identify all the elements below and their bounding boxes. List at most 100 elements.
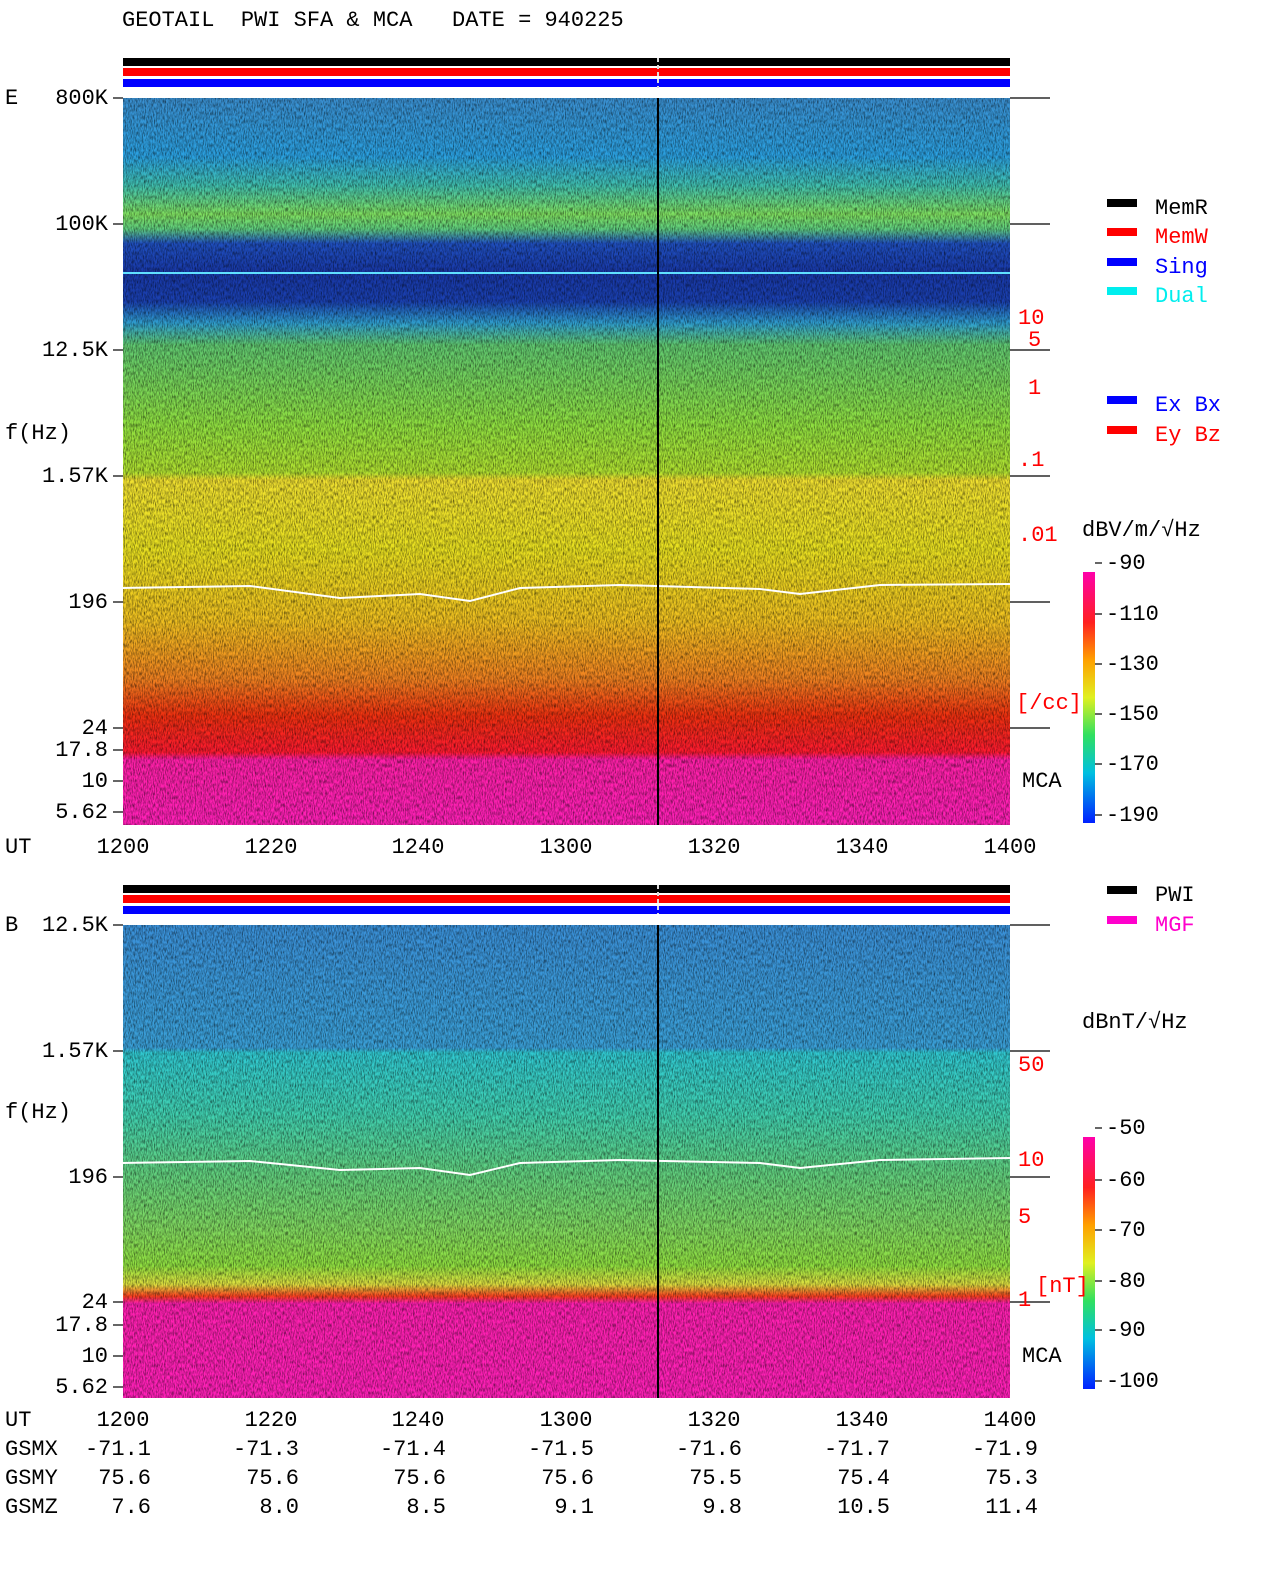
panel-label: B: [5, 913, 18, 938]
y-tick-label: 196: [68, 1165, 108, 1190]
ephemeris-value: 75.6: [393, 1466, 446, 1491]
y-tick-label: 100K: [55, 212, 109, 237]
ephemeris-value: 75.6: [541, 1466, 594, 1491]
legend-label: MemW: [1155, 225, 1209, 250]
y-tick-label: 17.8: [55, 1313, 108, 1338]
ephemeris-value: -71.9: [972, 1437, 1038, 1462]
legend-label: PWI: [1155, 883, 1195, 908]
legend-swatch: [1107, 426, 1137, 434]
colorbar-tick-label: -50: [1106, 1116, 1146, 1141]
x-tick-label: 1220: [245, 835, 298, 860]
legend-label: Sing: [1155, 255, 1208, 280]
x-tick-label: 1220: [245, 1408, 298, 1433]
y-tick-label: 10: [82, 1344, 108, 1369]
colorbar-tick-label: -170: [1106, 752, 1159, 777]
density-label: [nT]: [1036, 1274, 1089, 1299]
spectrogram-texture: [123, 98, 1010, 825]
ephemeris-value: 75.6: [98, 1466, 151, 1491]
ephemeris-label: GSMY: [5, 1466, 58, 1491]
y-tick-label: 24: [82, 716, 108, 741]
density-label: 10: [1018, 1148, 1044, 1173]
colorbar-tick-label: -90: [1106, 1318, 1146, 1343]
ephemeris-value: -71.3: [233, 1437, 299, 1462]
ephemeris-value: -71.5: [528, 1437, 594, 1462]
ephemeris-value: 75.5: [689, 1466, 742, 1491]
legend-label: Dual: [1155, 284, 1208, 309]
legend-swatch: [1107, 916, 1137, 924]
ephemeris-value: 7.6: [111, 1495, 151, 1520]
ephemeris-value: 10.5: [837, 1495, 890, 1520]
ephemeris-value: 8.0: [259, 1495, 299, 1520]
ephemeris-value: 11.4: [985, 1495, 1038, 1520]
x-tick-label: 1240: [392, 1408, 445, 1433]
ephemeris-value: 9.8: [702, 1495, 742, 1520]
colorbar-tick-label: -70: [1106, 1218, 1146, 1243]
legend-swatch: [1107, 258, 1137, 266]
trace: [122, 583, 1011, 603]
y-tick-label: 12.5K: [42, 913, 109, 938]
colorbar-tick-label: -110: [1106, 602, 1159, 627]
y-axis-label: f(Hz): [5, 1100, 71, 1125]
y-tick-label: 800K: [55, 86, 109, 111]
colorbar-tick-label: -90: [1106, 551, 1146, 576]
y-tick-label: 196: [68, 590, 108, 615]
colorbar-tick-label: -150: [1106, 702, 1159, 727]
x-tick-label: 1400: [984, 835, 1037, 860]
y-axis-label: f(Hz): [5, 421, 71, 446]
density-label: 50: [1018, 1053, 1044, 1078]
ephemeris-value: 75.4: [837, 1466, 890, 1491]
instrument-label: MCA: [1022, 1344, 1062, 1369]
legend-label: MemR: [1155, 196, 1208, 221]
ephemeris-value: -71.6: [676, 1437, 742, 1462]
ephemeris-value: 9.1: [554, 1495, 594, 1520]
ephemeris-label: GSMZ: [5, 1495, 58, 1520]
density-label: 1: [1018, 1288, 1031, 1313]
density-label: 5: [1018, 1205, 1031, 1230]
y-tick-label: 1.57K: [42, 1039, 109, 1064]
colorbar-tick-label: -190: [1106, 803, 1159, 828]
y-tick-label: 12.5K: [42, 338, 109, 363]
colorbar: [1083, 572, 1095, 823]
status-bar: [123, 906, 1010, 914]
y-tick-label: 1.57K: [42, 464, 109, 489]
y-tick-label: 10: [82, 769, 108, 794]
y-tick-label: 17.8: [55, 738, 108, 763]
y-tick-label: 24: [82, 1290, 108, 1315]
x-tick-label: 1300: [540, 835, 593, 860]
status-bar: [123, 79, 1010, 87]
x-tick-label: 1340: [836, 1408, 889, 1433]
colorbar-tick-label: -130: [1106, 652, 1159, 677]
x-axis-label: UT: [5, 1408, 31, 1433]
x-tick-label: 1400: [984, 1408, 1037, 1433]
colorbar: [1083, 1137, 1095, 1389]
status-bar: [123, 895, 1010, 903]
ephemeris-value: -71.4: [380, 1437, 446, 1462]
legend-label: Ey Bz: [1155, 423, 1221, 448]
y-tick-label: 5.62: [55, 1375, 108, 1400]
colorbar-unit: dBnT/√Hz: [1082, 1010, 1188, 1035]
x-axis-label: UT: [5, 835, 31, 860]
x-tick-label: 1200: [97, 1408, 150, 1433]
status-bar: [123, 58, 1010, 66]
ephemeris-value: -71.7: [824, 1437, 890, 1462]
ephemeris-label: GSMX: [5, 1437, 58, 1462]
instrument-label: MCA: [1022, 769, 1062, 794]
colorbar-tick-label: -80: [1106, 1269, 1146, 1294]
colorbar-unit: dBV/m/√Hz: [1082, 518, 1201, 543]
density-label: 5: [1028, 328, 1041, 353]
legend-swatch: [1107, 886, 1137, 894]
ephemeris-value: 75.3: [985, 1466, 1038, 1491]
trace: [122, 1157, 1011, 1177]
legend-swatch: [1107, 228, 1137, 236]
x-tick-label: 1320: [688, 835, 741, 860]
density-label: 10: [1018, 306, 1044, 331]
colorbar-tick-label: -60: [1106, 1168, 1146, 1193]
x-tick-label: 1300: [540, 1408, 593, 1433]
y-tick-label: 5.62: [55, 800, 108, 825]
legend-swatch: [1107, 396, 1137, 404]
status-bar: [123, 68, 1010, 76]
ephemeris-value: -71.1: [85, 1437, 151, 1462]
panel-label: E: [5, 86, 18, 111]
density-label: .01: [1018, 523, 1058, 548]
